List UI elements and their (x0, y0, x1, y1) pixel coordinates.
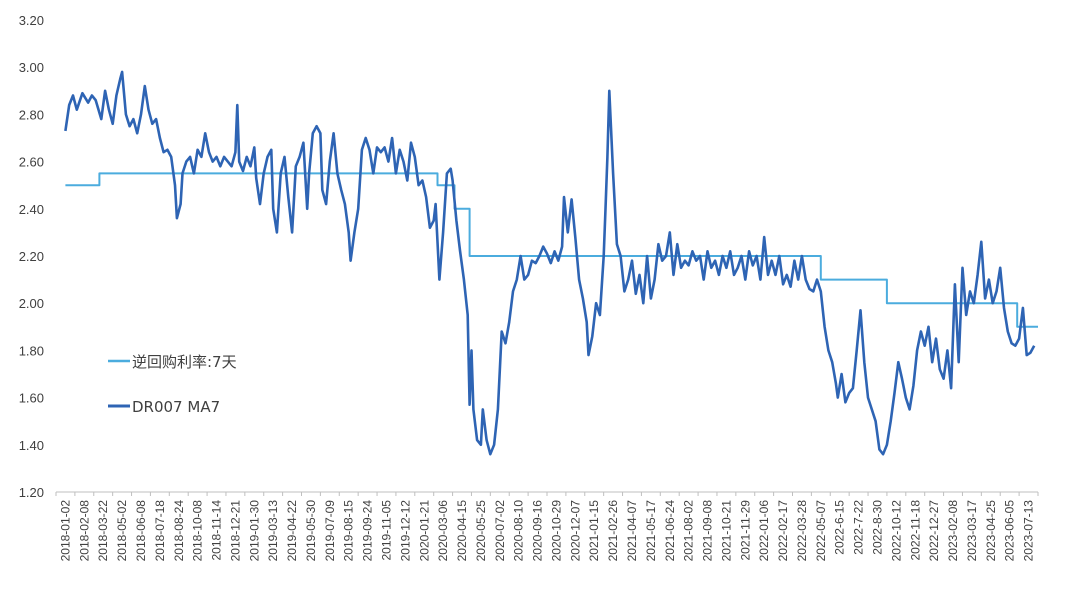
x-tick-label: 2019-04-22 (285, 500, 299, 562)
legend-label: 逆回购利率:7天 (132, 353, 237, 371)
x-tick-label: 2020-10-29 (549, 500, 563, 562)
y-tick-label: 1.60 (19, 391, 44, 406)
x-tick-label: 2019-12-12 (398, 500, 412, 562)
series-group (64, 70, 1038, 456)
y-tick-label: 2.40 (19, 202, 44, 217)
x-tick-label: 2022-01-06 (757, 500, 771, 562)
x-tick-label: 2022-6-15 (833, 500, 847, 555)
y-tick-label: 2.20 (19, 249, 44, 264)
x-tick-label: 2018-01-02 (58, 500, 72, 562)
x-tick-label: 2018-07-18 (153, 500, 167, 562)
x-tick-label: 2019-03-13 (266, 500, 280, 562)
y-tick-label: 2.80 (19, 107, 44, 122)
x-tick-label: 2018-02-08 (77, 500, 91, 562)
series-line-repo-rate (65, 172, 1038, 328)
x-tick-label: 2019-01-30 (247, 500, 261, 562)
x-tick-label: 2018-11-14 (210, 500, 224, 561)
x-tick-label: 2021-10-21 (719, 500, 733, 562)
x-tick-label: 2019-07-09 (323, 500, 337, 562)
x-tick-label: 2021-06-24 (663, 500, 677, 562)
x-tick-label: 2020-05-25 (474, 500, 488, 562)
y-tick-label: 2.00 (19, 296, 44, 311)
x-tick-label: 2019-11-05 (379, 500, 393, 561)
x-tick-label: 2020-07-02 (493, 500, 507, 562)
x-tick-label: 2021-05-17 (644, 500, 658, 562)
x-tick-label: 2023-06-05 (1003, 500, 1017, 562)
x-tick-label: 2021-11-29 (738, 500, 752, 561)
legend-item-dr007: DR007 MA7 (108, 398, 220, 416)
x-tick-label: 2020-12-07 (568, 500, 582, 562)
x-tick-label: 2020-09-16 (531, 500, 545, 562)
x-tick-label: 2019-09-24 (361, 500, 375, 562)
x-tick-label: 2022-12-27 (927, 500, 941, 562)
y-tick-label: 3.00 (19, 60, 44, 75)
legend: 逆回购利率:7天 DR007 MA7 (108, 353, 237, 416)
x-tick-label: 2022-8-30 (870, 500, 884, 555)
x-tick-label: 2018-05-02 (115, 500, 129, 562)
x-tick-label: 2023-03-17 (965, 500, 979, 562)
y-axis: 1.20 1.40 1.60 1.80 2.00 2.20 2.40 2.60 2.80 3.00… (19, 13, 44, 500)
x-tick-label: 2021-04-07 (625, 500, 639, 562)
legend-label: DR007 MA7 (132, 398, 220, 416)
x-tick-label: 2022-10-12 (889, 500, 903, 562)
series-line-dr007 (64, 70, 1036, 456)
x-tick-label: 2019-08-15 (342, 500, 356, 562)
x-tick-label: 2022-7-22 (852, 500, 866, 555)
x-tick-label: 2023-07-13 (1022, 500, 1036, 562)
y-tick-label: 1.40 (19, 438, 44, 453)
x-tick-label: 2018-06-08 (134, 500, 148, 562)
x-tick-label: 2021-02-26 (606, 500, 620, 562)
x-tick-label: 2023-04-25 (984, 500, 998, 562)
y-tick-label: 1.80 (19, 343, 44, 358)
y-tick-label: 3.20 (19, 13, 44, 28)
x-tick-label: 2019-05-30 (304, 500, 318, 562)
x-axis: 2018-01-02 2018-02-08 2018-03-22 2018-05-02… (55, 491, 1039, 562)
x-tick-label: 2022-05-07 (814, 500, 828, 562)
x-tick-label: 2022-03-28 (795, 500, 809, 562)
x-tick-label: 2021-08-02 (682, 500, 696, 562)
x-tick-label: 2021-09-08 (701, 500, 715, 562)
x-tick-label: 2021-01-15 (587, 500, 601, 562)
x-tick-label: 2020-04-15 (455, 500, 469, 562)
y-tick-label: 1.20 (19, 485, 44, 500)
x-tick-label: 2022-02-17 (776, 500, 790, 562)
x-tick-label: 2020-08-10 (512, 500, 526, 562)
x-tick-label: 2018-10-08 (191, 500, 205, 562)
x-tick-label: 2020-01-21 (417, 500, 431, 562)
x-tick-label: 2020-03-06 (436, 500, 450, 562)
x-tick-label: 2023-02-08 (946, 500, 960, 562)
x-tick-label: 2018-03-22 (96, 500, 110, 562)
x-tick-label: 2018-12-21 (228, 500, 242, 562)
x-tick-label: 2018-08-24 (172, 500, 186, 562)
legend-item-repo-rate: 逆回购利率:7天 (108, 353, 237, 371)
x-tick-label: 2022-11-18 (908, 500, 922, 561)
y-tick-label: 2.60 (19, 155, 44, 170)
